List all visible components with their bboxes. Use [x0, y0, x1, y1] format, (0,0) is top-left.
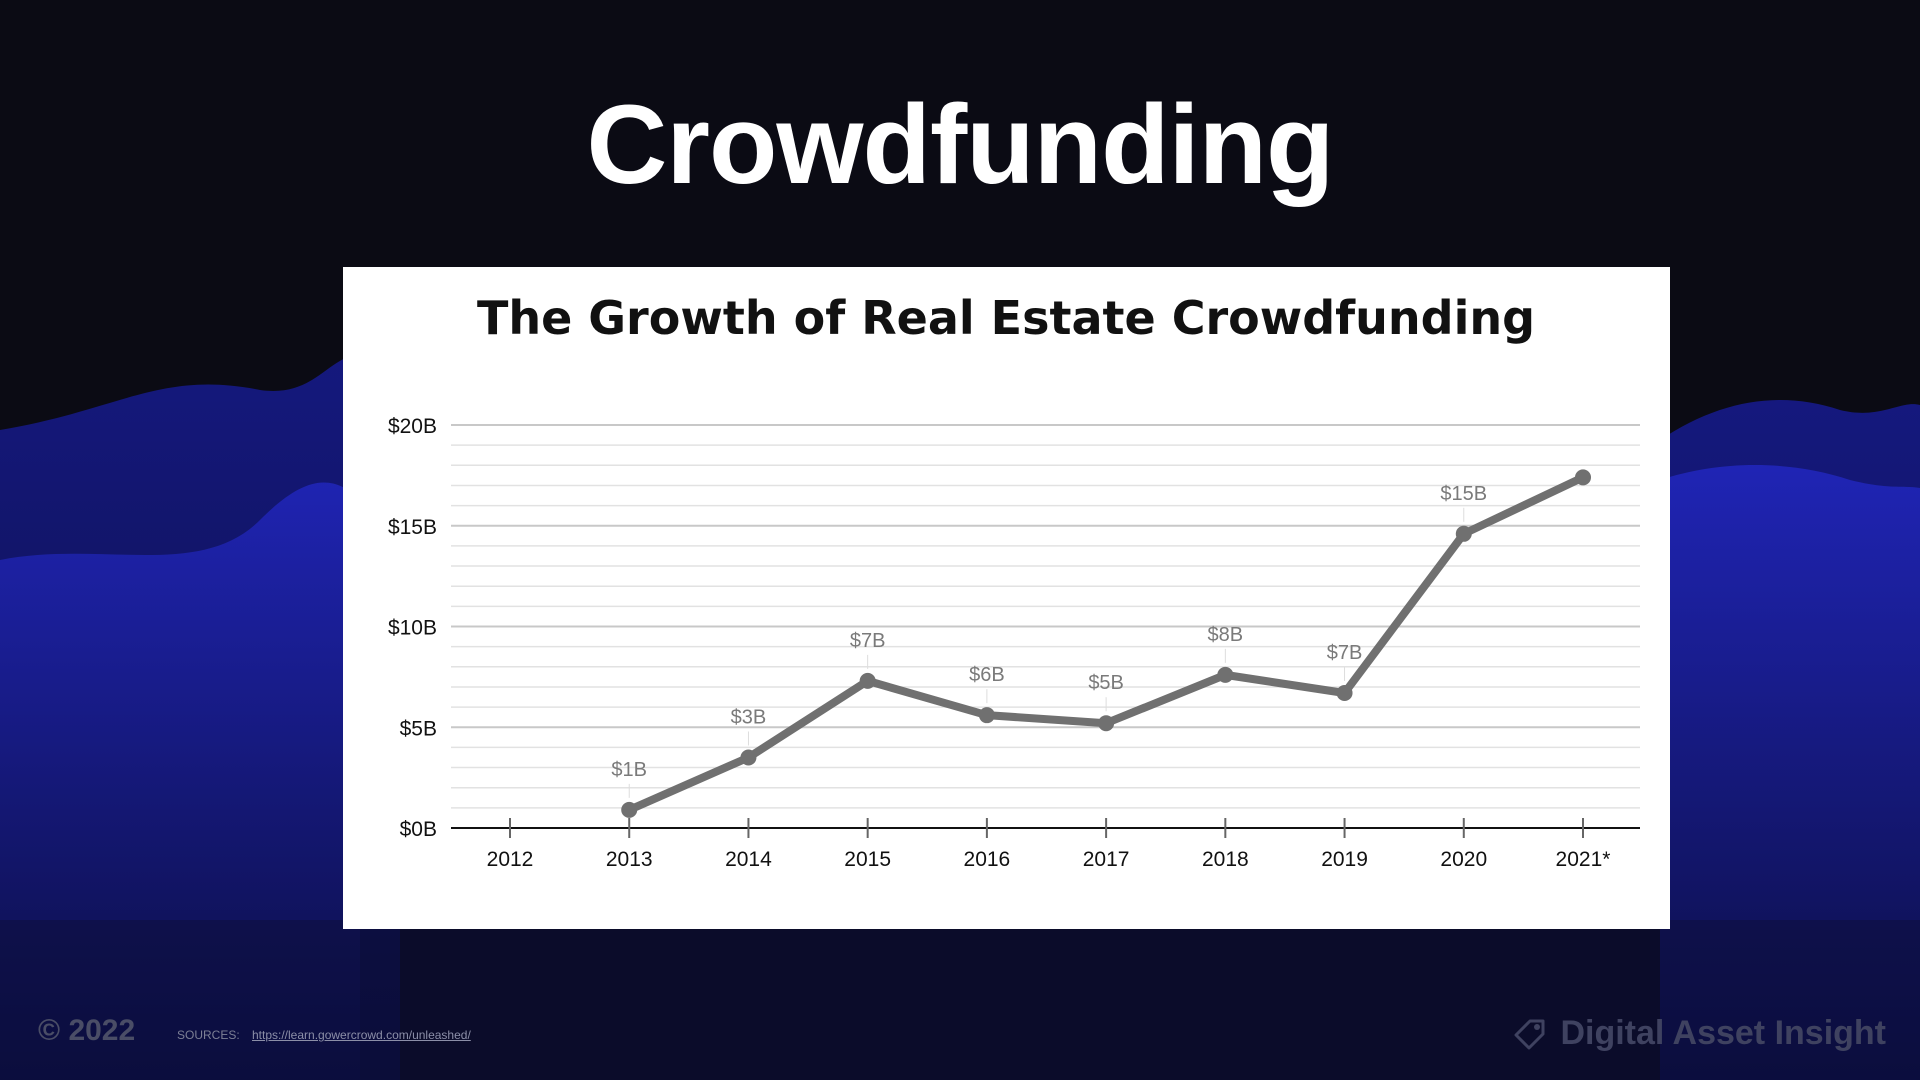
data-label: $7B: [1327, 642, 1363, 664]
data-label: $3B: [731, 706, 767, 728]
y-tick-label: $10B: [388, 617, 437, 640]
data-point: [1336, 684, 1353, 701]
y-tick-label: $0B: [400, 818, 437, 841]
x-tick-label: 2012: [487, 848, 534, 871]
y-tick-label: $5B: [400, 717, 437, 740]
tag-icon: [1514, 1019, 1545, 1050]
data-point: [1575, 469, 1591, 486]
chart-title: The Growth of Real Estate Crowdfunding: [477, 291, 1535, 345]
x-tick-label: 2018: [1202, 848, 1249, 871]
data-label: $15B: [1440, 483, 1487, 505]
x-tick-label: 2014: [725, 848, 772, 871]
brand-logo: Digital Asset Insight: [1510, 1013, 1886, 1053]
data-point: [740, 749, 757, 766]
x-tick-label: 2020: [1440, 848, 1487, 871]
x-tick-label: 2021*: [1556, 848, 1611, 871]
y-tick-label: $15B: [388, 516, 437, 539]
data-label: $5B: [1088, 672, 1124, 694]
slide-title: Crowdfunding: [586, 82, 1335, 207]
chart-card: The Growth of Real Estate Crowdfunding $0…: [343, 267, 1670, 929]
copyright-year: © 2022: [38, 1014, 136, 1047]
x-tick-label: 2017: [1083, 848, 1130, 871]
data-label: $1B: [611, 759, 647, 781]
data-label: $6B: [969, 664, 1005, 686]
data-point: [1098, 715, 1115, 732]
series-line: [625, 473, 1587, 814]
data-label: $7B: [850, 630, 886, 652]
x-tick-label: 2015: [844, 848, 891, 871]
x-tick-label: 2016: [964, 848, 1011, 871]
x-tick-label: 2013: [606, 848, 653, 871]
data-point: [1217, 666, 1234, 683]
data-point: [621, 801, 638, 818]
data-point: [978, 707, 995, 724]
brand-name: Digital Asset Insight: [1560, 1013, 1886, 1052]
data-label: $8B: [1208, 624, 1244, 646]
line-chart: The Growth of Real Estate Crowdfunding $0…: [388, 291, 1640, 871]
x-tick-label: 2019: [1321, 848, 1368, 871]
data-point: [1455, 525, 1472, 542]
sources-label: SOURCES:: [177, 1028, 240, 1042]
data-point: [859, 672, 876, 689]
y-tick-label: $20B: [388, 415, 437, 438]
sources-link[interactable]: https://learn.gowercrowd.com/unleashed/: [252, 1028, 471, 1042]
